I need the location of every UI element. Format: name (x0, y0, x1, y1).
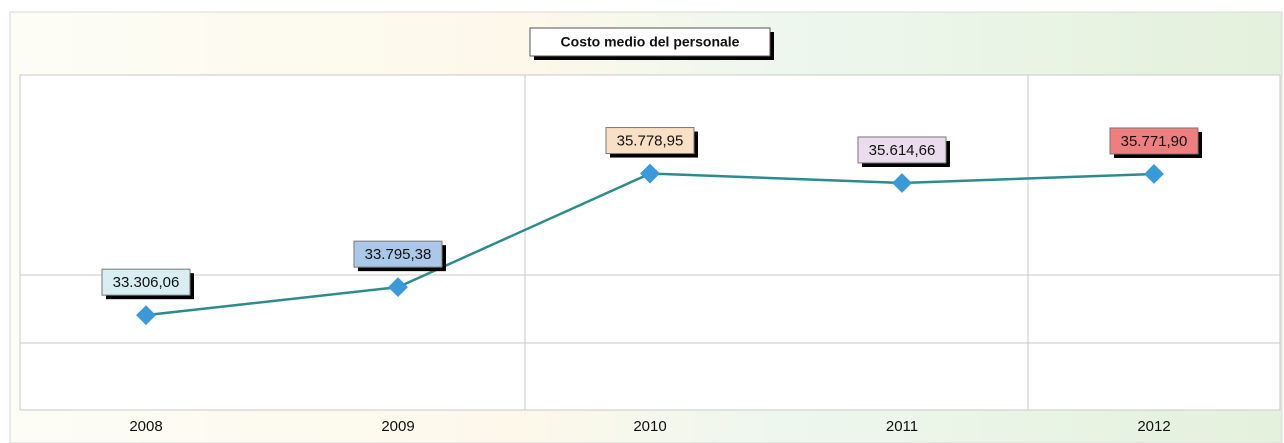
value-label: 35.771,90 (1121, 133, 1188, 150)
point-marker (1144, 164, 1164, 184)
x-tick-label: 2011 (886, 418, 918, 435)
title-box (529, 27, 771, 57)
value-label-box (101, 268, 191, 296)
x-tick-label: 2008 (129, 418, 162, 435)
x-tick-label: 2012 (1137, 418, 1170, 435)
point-marker (136, 305, 156, 326)
value-label: 33.795,38 (365, 246, 432, 263)
background-grid (20, 75, 1280, 410)
value-label-box (605, 127, 695, 155)
point-marker (388, 277, 408, 298)
value-label: 33.306,06 (113, 274, 180, 291)
value-label-box (353, 240, 443, 268)
plot-area (19, 74, 1281, 411)
chart-title: Costo medio del personale (561, 34, 740, 50)
value-label-box (857, 136, 947, 164)
x-tick-label: 2009 (381, 418, 414, 435)
x-tick-label: 2010 (633, 418, 666, 435)
value-label: 35.778,95 (617, 133, 684, 150)
value-label: 35.614,66 (869, 142, 936, 159)
value-label-box (1109, 127, 1199, 155)
